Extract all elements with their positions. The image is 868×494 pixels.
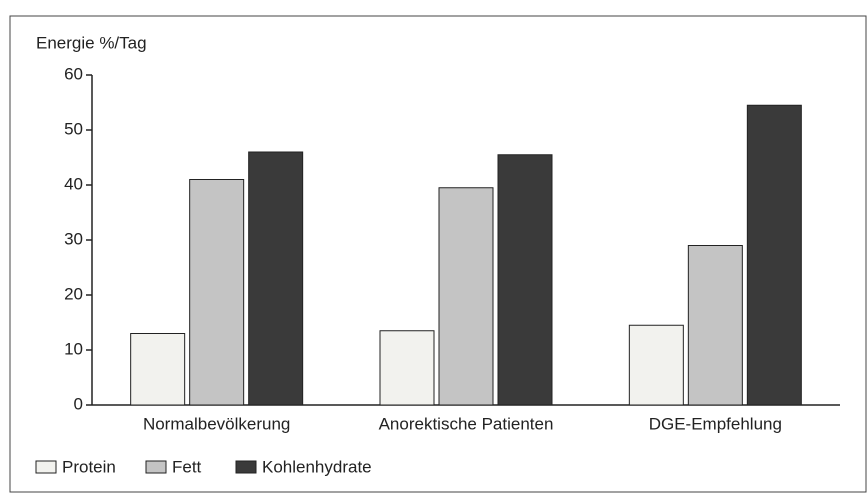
bar bbox=[628, 324, 684, 406]
x-tick-label: DGE-Empfehlung bbox=[649, 414, 782, 433]
legend-label: Protein bbox=[62, 457, 116, 476]
legend-label: Kohlenhydrate bbox=[262, 457, 372, 476]
y-tick-label: 40 bbox=[64, 174, 83, 193]
x-tick-label: Normalbevölkerung bbox=[143, 414, 290, 433]
y-tick-label: 10 bbox=[64, 339, 83, 358]
bar bbox=[746, 104, 802, 406]
y-tick-label: 50 bbox=[64, 119, 83, 138]
legend-label: Fett bbox=[172, 457, 202, 476]
bar bbox=[248, 151, 304, 406]
y-axis-label: Energie %/Tag bbox=[36, 33, 147, 52]
legend-swatch bbox=[145, 460, 167, 474]
frame bbox=[9, 15, 867, 493]
bar bbox=[379, 330, 435, 406]
bar bbox=[189, 179, 245, 406]
y-tick-label: 30 bbox=[64, 229, 83, 248]
y-tick-label: 0 bbox=[74, 394, 83, 413]
y-tick-label: 60 bbox=[64, 64, 83, 83]
bar bbox=[687, 245, 743, 406]
bar bbox=[438, 187, 494, 406]
legend-swatch bbox=[35, 460, 57, 474]
y-tick-label: 20 bbox=[64, 284, 83, 303]
x-tick-label: Anorektische Patienten bbox=[379, 414, 554, 433]
legend-swatch bbox=[235, 460, 257, 474]
bar bbox=[497, 154, 553, 406]
bar bbox=[130, 333, 186, 406]
